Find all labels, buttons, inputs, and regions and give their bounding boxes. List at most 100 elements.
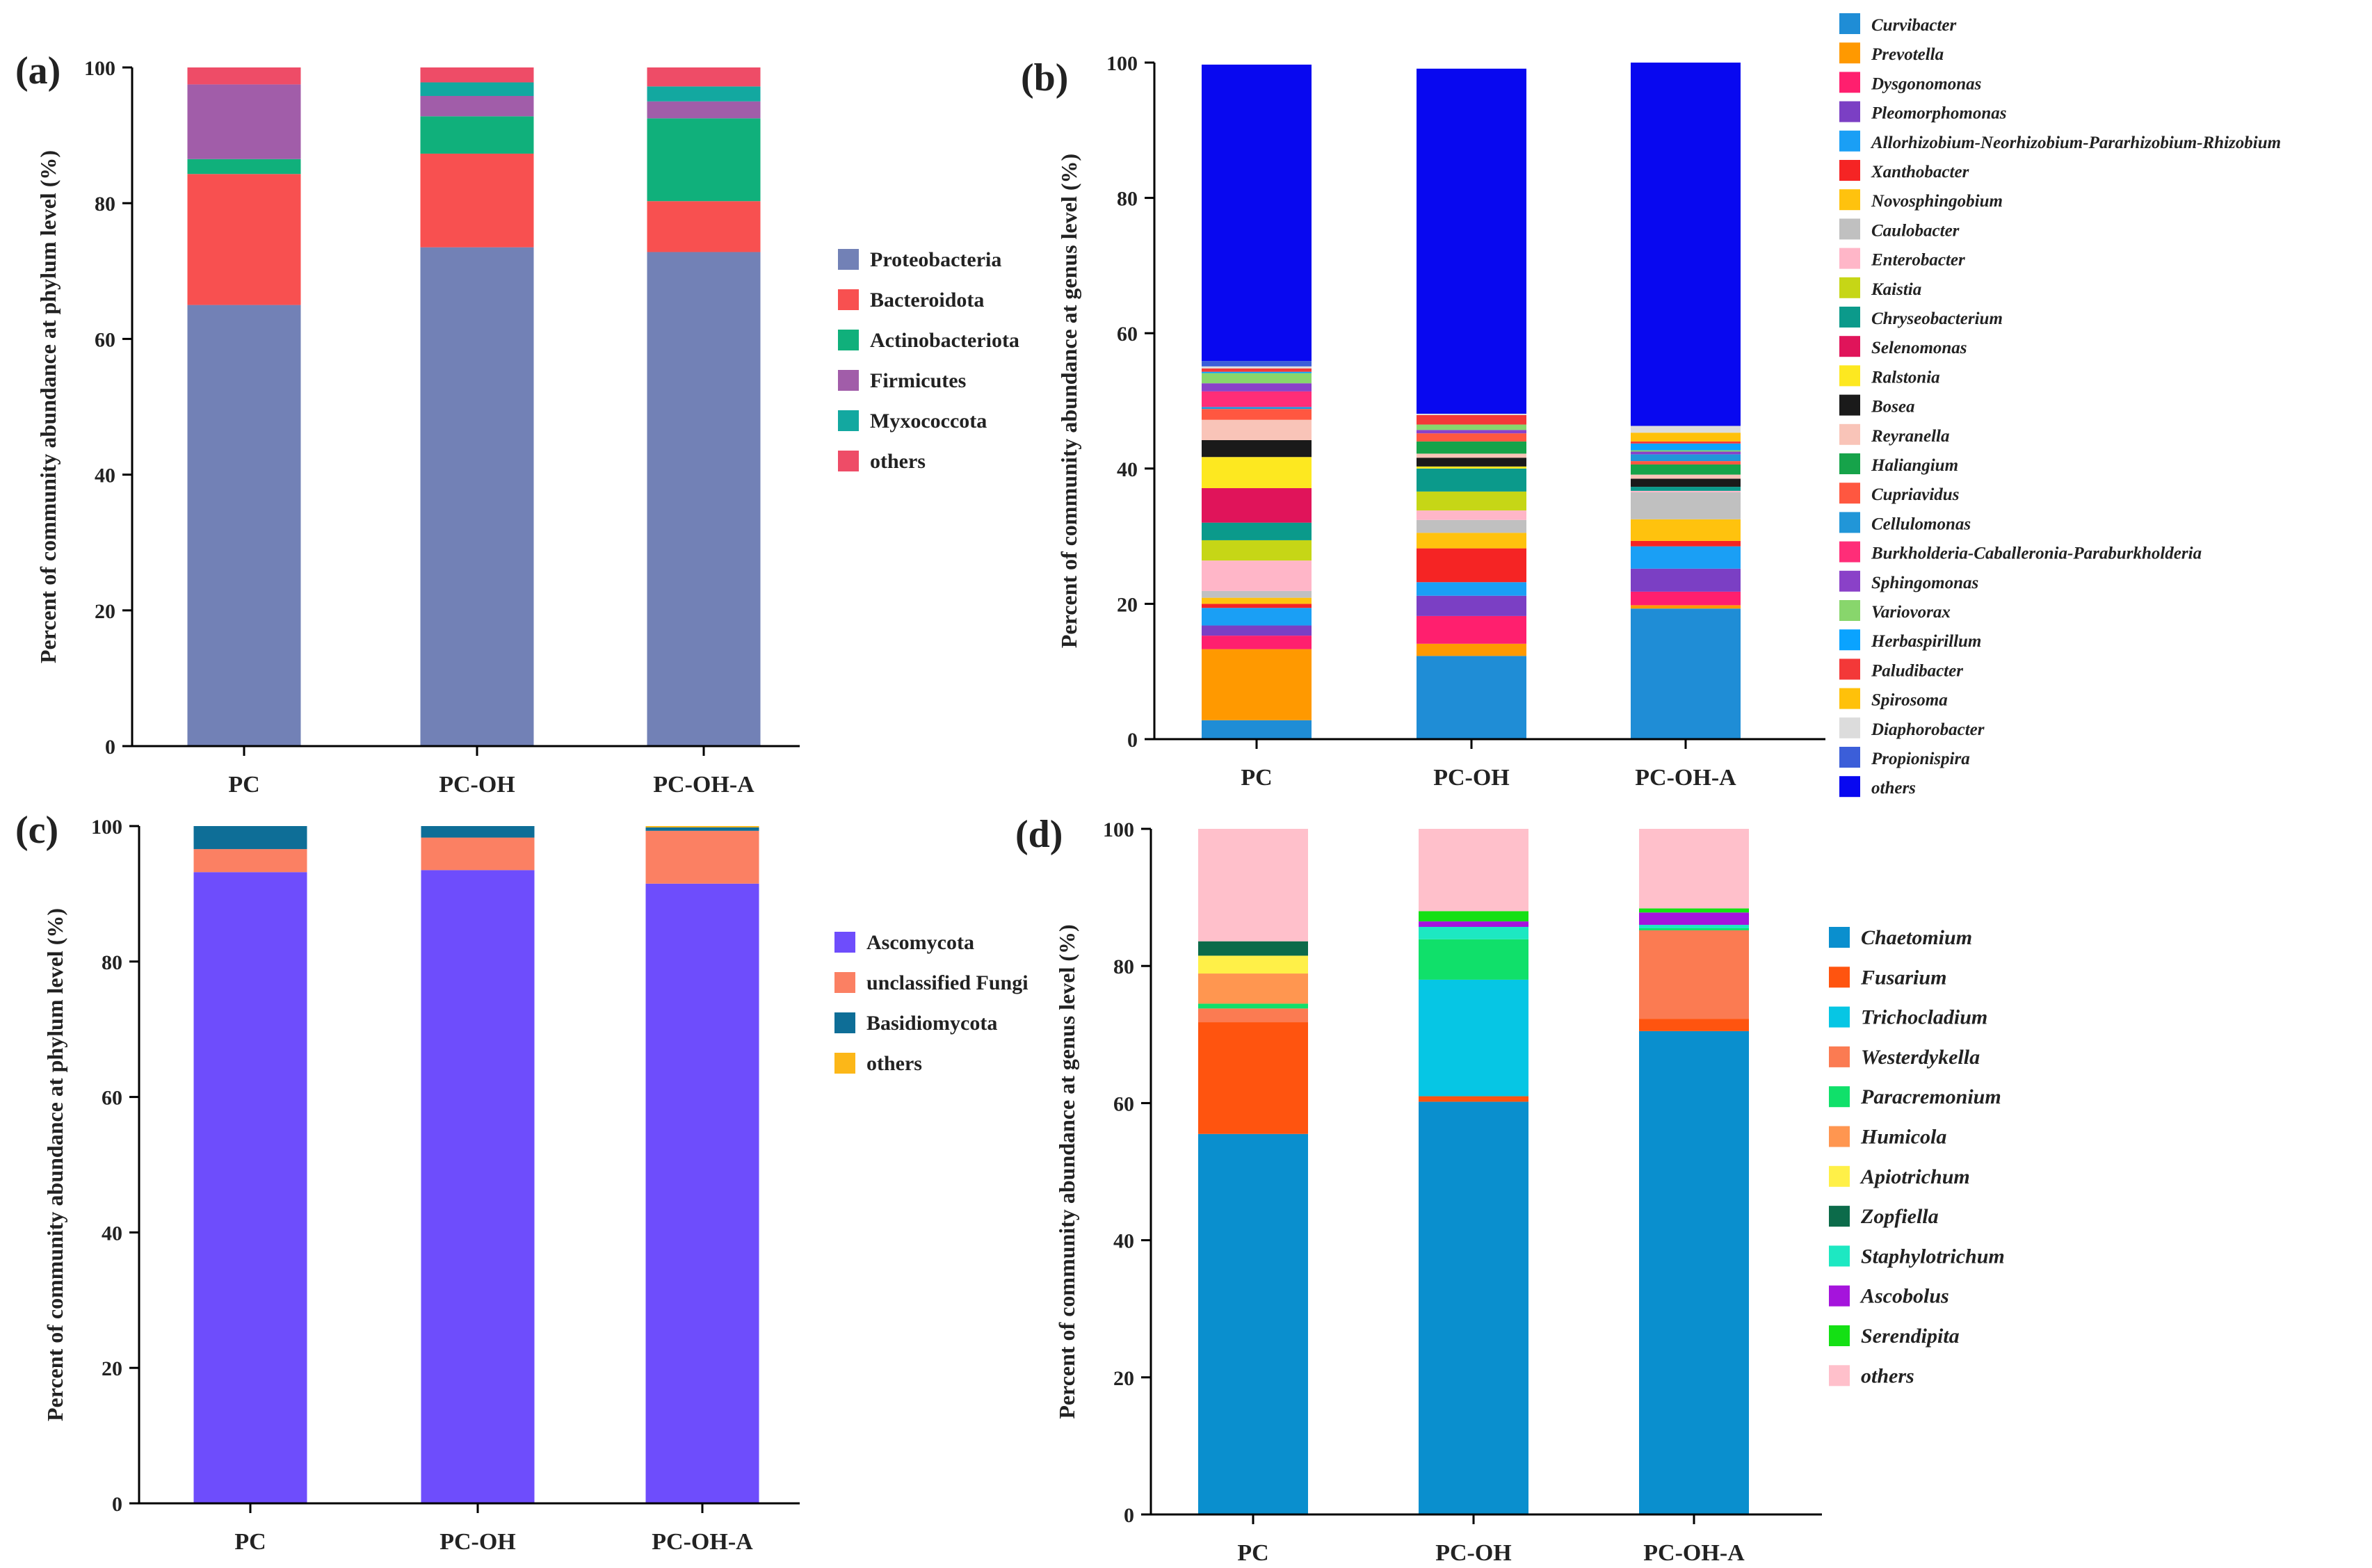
y-tick-label: 60 [1117, 323, 1138, 346]
legend-label: Sphingomonas [1871, 574, 1978, 592]
bar-segment [187, 159, 301, 175]
bar-segment [1202, 488, 1312, 523]
legend-swatch [1839, 629, 1860, 651]
legend-label: others [1861, 1364, 1914, 1387]
bar-segment [647, 201, 761, 252]
bar-segment [1417, 466, 1526, 469]
bar-segment [647, 86, 761, 102]
bar-segment [1417, 441, 1526, 454]
bar-segment [1198, 829, 1308, 941]
bar-segment [420, 95, 534, 117]
y-tick-label: 100 [84, 57, 115, 80]
bar-segment [647, 67, 761, 87]
y-tick-label: 60 [102, 1087, 122, 1110]
chart-panel-c: (c) 0 20 40 60 80 100 PC PC-OH PC-OH-A Percent of … [15, 809, 1028, 1555]
panel-label: (b) [1021, 56, 1068, 99]
bar-segment [1417, 414, 1526, 425]
bar-segment [1202, 439, 1312, 458]
legend-label: Bosea [1871, 398, 1915, 417]
legend-label: Kaistia [1871, 280, 1921, 299]
bar-segment [1631, 519, 1741, 541]
legend: Chaetomium Fusarium Trichocladium Westerdyk… [1829, 926, 2005, 1387]
legend-label: Chaetomium [1861, 926, 1972, 949]
legend-label: Proteobacteria [870, 248, 1001, 271]
y-tick-label: 0 [112, 1493, 122, 1516]
bar-segment [1202, 720, 1312, 739]
bar-segment [1202, 625, 1312, 636]
bar-segment [1202, 649, 1312, 720]
legend-swatch [838, 370, 859, 391]
bar-segment [1202, 366, 1312, 369]
bar-segment [1202, 419, 1312, 440]
y-tick-label: 60 [95, 328, 115, 351]
bar-segment [1417, 510, 1526, 520]
legend-swatch [1829, 1245, 1850, 1267]
y-tick-label: 80 [1117, 188, 1138, 211]
legend-swatch [1839, 189, 1860, 211]
bar-segment [1631, 492, 1741, 519]
legend-label: Allorhizobium-Neorhizobium-Pararhizobium… [1870, 134, 2281, 152]
bar-segment [1419, 1096, 1528, 1102]
legend-swatch [1839, 277, 1860, 298]
y-axis-label: Percent of community abundance at genus … [1056, 154, 1081, 648]
legend-swatch [834, 972, 855, 993]
y-tick-label: 40 [95, 464, 115, 487]
bar-segment [1202, 590, 1312, 598]
bar-segment [1198, 1022, 1308, 1134]
legend-label: Curvibacter [1871, 16, 1956, 35]
bar-segment [1198, 941, 1308, 956]
bar-segment [1419, 1101, 1528, 1514]
bar-segment [1631, 443, 1741, 451]
legend-swatch [1839, 42, 1860, 64]
bar-segment [1202, 361, 1312, 366]
y-tick-label: 20 [1117, 593, 1138, 616]
legend-swatch [1839, 600, 1860, 621]
legend-swatch [1839, 130, 1860, 152]
bar-segment [1417, 533, 1526, 549]
legend-label: Chryseobacterium [1871, 309, 2003, 328]
bar-segment [1202, 391, 1312, 407]
y-tick-label: 80 [102, 951, 122, 974]
legend-label: Haliangium [1871, 456, 1958, 475]
bar-segment [1202, 371, 1312, 373]
legend-swatch [1839, 688, 1860, 709]
bar-segment [1417, 430, 1526, 434]
legend-swatch [1829, 1006, 1850, 1028]
legend-swatch [1839, 512, 1860, 533]
legend-swatch [1829, 1325, 1850, 1346]
legend-swatch [1839, 72, 1860, 93]
bar-segment [187, 67, 301, 85]
legend-label: Dysgonomonas [1871, 74, 1981, 93]
x-tick-label: PC-OH [439, 772, 515, 798]
legend-swatch [834, 1053, 855, 1074]
x-tick-label: PC [234, 1529, 266, 1555]
bar-segment [1417, 458, 1526, 467]
bar-segment [1419, 939, 1528, 980]
legend-swatch [1829, 1365, 1850, 1387]
bar-segment [1417, 433, 1526, 442]
bar-segment [1417, 453, 1526, 458]
bar-segment [1202, 383, 1312, 391]
legend-label: Staphylotrichum [1861, 1245, 2005, 1268]
bar-segment [1639, 1030, 1749, 1514]
bar-segment [1631, 478, 1741, 487]
bar-segment [1202, 540, 1312, 561]
bar-segment [1639, 908, 1749, 913]
bar-segment [1202, 407, 1312, 410]
legend-swatch [834, 932, 855, 953]
bar-segment [1198, 1008, 1308, 1023]
legend-label: Ascobolus [1859, 1285, 1949, 1308]
bar-segment [1417, 643, 1526, 656]
y-tick-label: 80 [1113, 955, 1134, 978]
legend-swatch [1829, 1086, 1850, 1108]
bar-segment [1631, 474, 1741, 479]
panel-label: (c) [15, 809, 58, 852]
legend-label: unclassified Fungi [866, 971, 1028, 994]
x-tick-label: PC [1241, 765, 1272, 791]
legend-label: Ralstonia [1871, 368, 1940, 387]
bar-segment [1417, 68, 1526, 414]
chart-panel-d: (d) 0 20 40 60 80 100 PC PC-OH PC-OH-A Percent of … [1015, 813, 2005, 1566]
legend-swatch [1839, 394, 1860, 416]
bar-segment [1202, 64, 1312, 362]
legend-swatch [838, 289, 859, 310]
